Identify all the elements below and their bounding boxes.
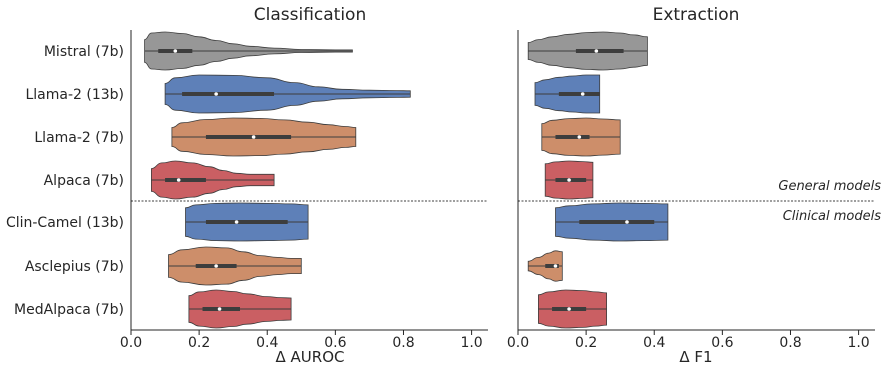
violin-median bbox=[173, 49, 178, 53]
x-tick-label: 0.6 bbox=[324, 335, 346, 351]
x-ticks-classification: 0.0 0.2 0.4 0.6 0.8 1.0 bbox=[120, 330, 483, 351]
violin-clin-camel-13b bbox=[555, 202, 669, 242]
x-ticks-extraction: 0.0 0.2 0.4 0.6 0.8 1.0 bbox=[507, 330, 870, 351]
violin-medalpaca-7b bbox=[538, 289, 607, 329]
violin-mistral-7b bbox=[144, 31, 353, 71]
x-tick-label: 0.0 bbox=[120, 335, 142, 351]
violin-median bbox=[251, 135, 256, 139]
violin-alpaca-7b bbox=[544, 160, 594, 200]
violins-classification bbox=[144, 31, 411, 329]
annotation-clinical-models: Clinical models bbox=[783, 209, 881, 224]
violin-llama-2-13b bbox=[164, 74, 411, 114]
violins-extraction bbox=[527, 31, 669, 329]
category-labels: Mistral (7b) Llama-2 (13b) Llama-2 (7b) Alp… bbox=[6, 44, 124, 318]
violin-median bbox=[594, 49, 599, 53]
violin-median bbox=[214, 92, 218, 96]
annotation-general-models: General models bbox=[778, 179, 881, 194]
violin-median bbox=[234, 220, 239, 224]
violin-llama-2-7b bbox=[171, 117, 357, 157]
violin-iqr-box bbox=[165, 178, 206, 182]
x-tick-label: 0.0 bbox=[507, 335, 529, 351]
category-label-llama-2-13b: Llama-2 (13b) bbox=[25, 87, 124, 103]
violin-llama-2-13b bbox=[534, 74, 601, 114]
violin-mistral-7b bbox=[527, 31, 648, 71]
violin-median bbox=[553, 264, 558, 268]
violin-median bbox=[625, 220, 629, 224]
violin-iqr-box bbox=[182, 92, 275, 96]
violin-iqr-box bbox=[545, 264, 559, 268]
violin-asclepius-7b bbox=[168, 246, 302, 286]
x-axis-label-classification: Δ AUROC bbox=[276, 348, 345, 366]
x-axis-label-extraction: Δ F1 bbox=[679, 348, 712, 366]
violin-asclepius-7b bbox=[527, 250, 563, 282]
violin-iqr-box bbox=[205, 220, 288, 224]
category-label-asclepius-7b: Asclepius (7b) bbox=[25, 259, 124, 275]
panel-title-classification: Classification bbox=[254, 5, 366, 25]
violin-iqr-box bbox=[579, 220, 655, 224]
x-tick-label: 0.4 bbox=[256, 335, 278, 351]
violin-iqr-box bbox=[205, 135, 292, 139]
panel-extraction: Extraction 0.0 0.2 0.4 0.6 0.8 1.0 General mo… bbox=[507, 5, 881, 366]
violin-median bbox=[567, 178, 571, 182]
violin-clin-camel-13b bbox=[185, 202, 309, 242]
x-tick-label: 1.0 bbox=[460, 335, 482, 351]
violin-iqr-box bbox=[558, 92, 600, 96]
violin-iqr-box bbox=[555, 135, 590, 139]
category-label-medalpaca-7b: MedAlpaca (7b) bbox=[14, 302, 124, 318]
violin-median bbox=[214, 264, 218, 268]
x-tick-label: 0.2 bbox=[575, 335, 597, 351]
category-label-mistral-7b: Mistral (7b) bbox=[44, 44, 124, 60]
category-label-alpaca-7b: Alpaca (7b) bbox=[44, 173, 124, 189]
x-tick-label: 0.8 bbox=[392, 335, 414, 351]
violin-median bbox=[217, 307, 222, 311]
x-tick-label: 1.0 bbox=[847, 335, 869, 351]
panel-title-extraction: Extraction bbox=[653, 5, 740, 25]
x-tick-label: 0.2 bbox=[188, 335, 210, 351]
category-label-clin-camel-13b: Clin-Camel (13b) bbox=[6, 215, 124, 231]
violin-median bbox=[577, 135, 582, 139]
violin-llama-2-7b bbox=[541, 117, 621, 157]
category-label-llama-2-7b: Llama-2 (7b) bbox=[34, 130, 124, 146]
violin-median bbox=[176, 178, 181, 182]
x-tick-label: 0.4 bbox=[643, 335, 665, 351]
violin-iqr-box bbox=[575, 49, 624, 53]
panel-classification: Classification 0.0 0.2 0.4 0.6 0.8 1.0 Mistra… bbox=[6, 5, 488, 366]
violin-medalpaca-7b bbox=[188, 289, 292, 329]
violin-median bbox=[580, 92, 585, 96]
violin-median bbox=[567, 307, 571, 311]
x-tick-label: 0.6 bbox=[711, 335, 733, 351]
violin-alpaca-7b bbox=[151, 160, 275, 200]
x-tick-label: 0.8 bbox=[779, 335, 801, 351]
